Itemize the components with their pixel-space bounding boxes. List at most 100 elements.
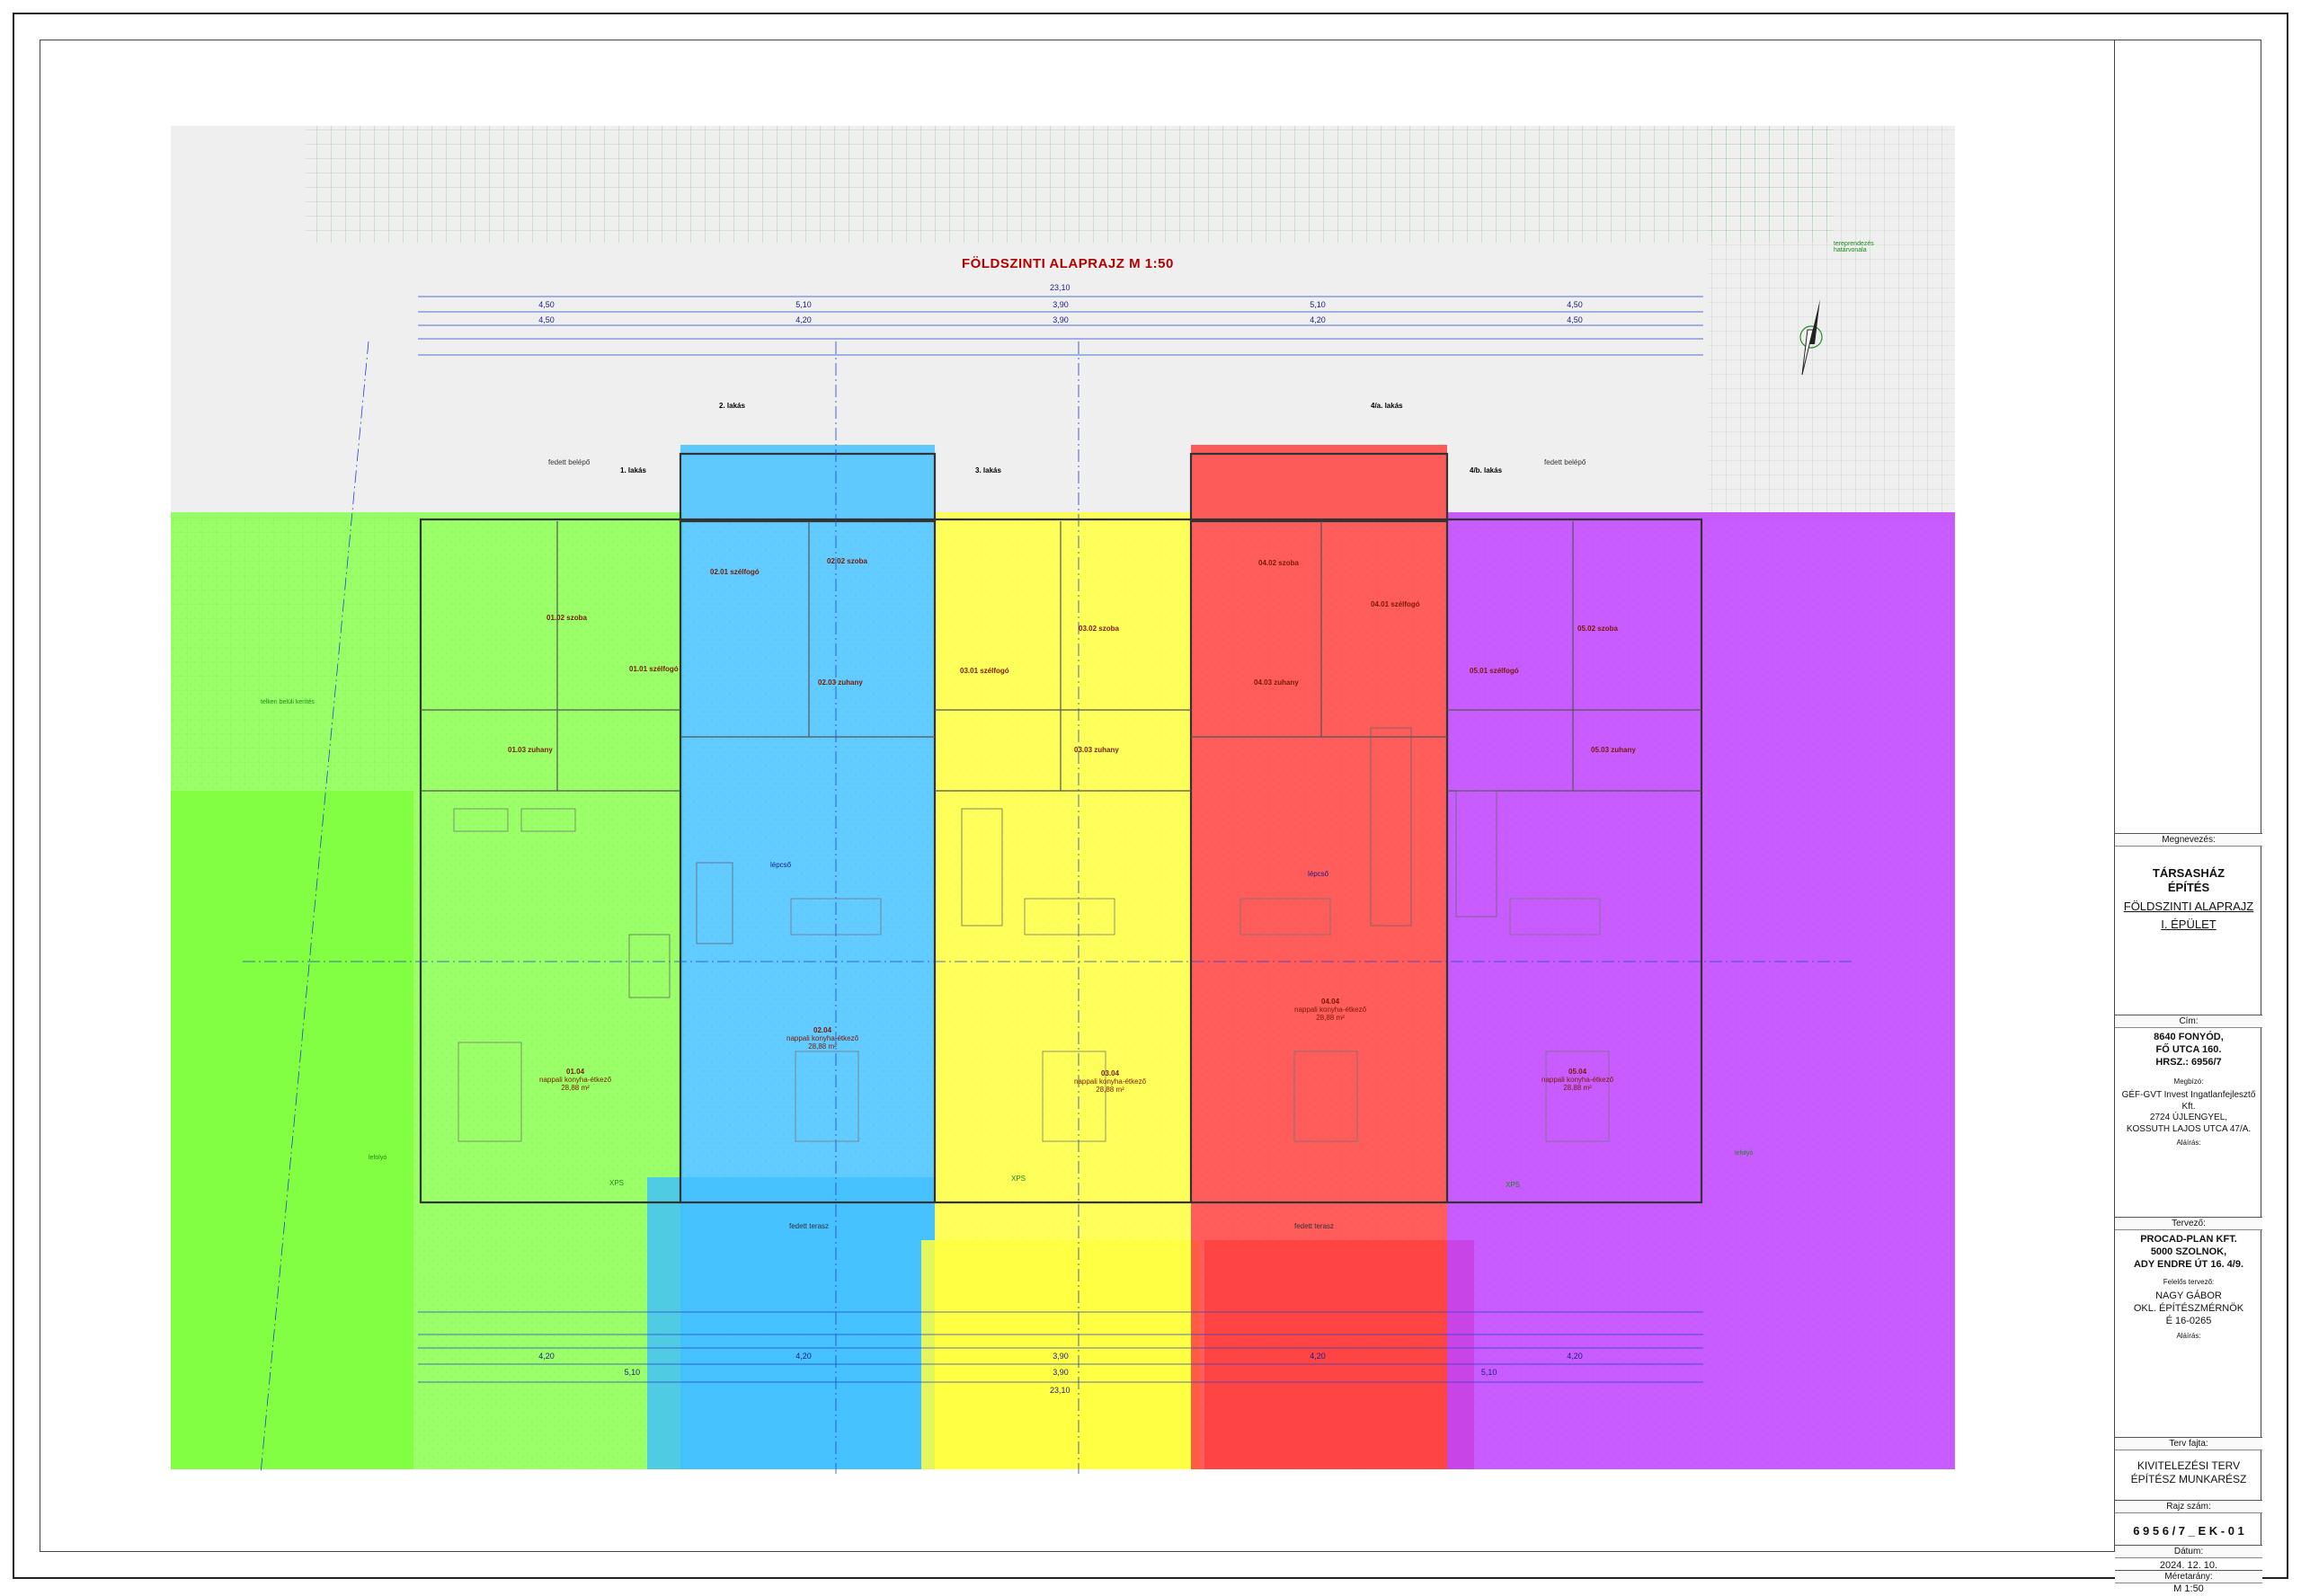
apt1-bedroom: 01.02 szoba bbox=[546, 614, 587, 622]
note-entrance-apt1: fedett belépő bbox=[548, 458, 591, 466]
apt3-bedroom: 03.02 szoba bbox=[1079, 625, 1119, 633]
dim-total-top: 23,10 bbox=[1050, 283, 1071, 292]
note-terrace-apt4a: fedett terasz bbox=[1294, 1222, 1335, 1230]
dim-bot3-3: 5,10 bbox=[1480, 1368, 1497, 1377]
tb-felelos-label: Felelős tervező: bbox=[2163, 1278, 2215, 1287]
tb-rajzszam-label: Rajz szám: bbox=[2115, 1501, 2262, 1513]
dim-bot-5: 4,20 bbox=[1567, 1352, 1583, 1361]
dim-total-bottom: 23,10 bbox=[1050, 1386, 1071, 1395]
note-xps-apt4b: XPS bbox=[1506, 1181, 1521, 1189]
drawing-frame bbox=[40, 40, 2261, 1552]
drawing-sheet-border bbox=[13, 13, 2288, 1579]
apt3-living-area: 28,88 m² bbox=[1096, 1086, 1124, 1094]
tb-meretarany-value: M 1:50 bbox=[2173, 1583, 2204, 1594]
tb-rajzszam: Rajz szám: 6 9 5 6 / 7 _ E K - 0 1 bbox=[2115, 1500, 2262, 1545]
apt1-label: 1. lakás bbox=[620, 466, 646, 474]
apt4b-living-area: 28,88 m² bbox=[1563, 1084, 1592, 1092]
stairs-symbols bbox=[628, 727, 1497, 998]
apt3-hall: 03.01 szélfogó bbox=[960, 667, 1009, 675]
note-xps-apt1: XPS bbox=[609, 1179, 625, 1187]
note-xps-apt3: XPS bbox=[1011, 1175, 1026, 1183]
tb-cim-line2: FŐ UTCA 160. bbox=[2155, 1043, 2222, 1055]
apt2-zone-terrace bbox=[647, 1177, 935, 1469]
apt2-living-label: 02.04 nappali konyha-étkező 28,88 m² bbox=[786, 1026, 858, 1051]
tb-name-line2: ÉPÍTÉS bbox=[2167, 881, 2210, 895]
apt4a-living-area: 28,88 m² bbox=[1316, 1014, 1345, 1022]
dimension-lines-top bbox=[418, 296, 1703, 356]
plan-title: FÖLDSZINTI ALAPRAJZ M 1:50 bbox=[962, 256, 1174, 271]
building-walls bbox=[419, 452, 1703, 1204]
tb-alairas1: Aláírás: bbox=[2176, 1139, 2201, 1148]
dim-top-row1: 4,50 5,10 3,90 5,10 4,50 bbox=[418, 300, 1703, 309]
dim-top-3: 3,90 bbox=[1053, 300, 1069, 309]
dim-top2-2: 4,20 bbox=[795, 315, 812, 324]
note-drain-left: lefolyó bbox=[369, 1155, 387, 1161]
right-grid-area bbox=[1708, 126, 1955, 512]
tb-megbizo-line2: 2724 ÚJLENGYEL, bbox=[2149, 1113, 2228, 1123]
note-stairs-apt2: lépcső bbox=[770, 861, 792, 869]
tb-tervfajta-line1: KIVITELEZÉSI TERV bbox=[2137, 1459, 2241, 1472]
apt1-living-code: 01.04 bbox=[566, 1068, 585, 1076]
apt4a-zone-terrace bbox=[1204, 1240, 1474, 1469]
apt4b-bath: 05.03 zuhany bbox=[1591, 746, 1636, 754]
tb-tervezo-line1: PROCAD-PLAN KFT. bbox=[2140, 1234, 2237, 1245]
tb-megbizo-label: Megbízó: bbox=[2173, 1077, 2204, 1086]
dim-top-2: 5,10 bbox=[795, 300, 812, 309]
tb-tervfajta-label: Terv fajta: bbox=[2115, 1438, 2262, 1450]
dim-top2-5: 4,50 bbox=[1567, 315, 1583, 324]
tb-tervezo-line3: ADY ENDRE ÚT 16. 4/9. bbox=[2133, 1258, 2244, 1270]
apt4a-living-code: 04.04 bbox=[1321, 998, 1340, 1006]
apt2-bedroom: 02.02 szoba bbox=[827, 557, 867, 565]
dim-bot-1: 4,20 bbox=[538, 1352, 555, 1361]
tb-megbizo-line1: GÉF-GVT Invest Ingatlanfejlesztő Kft. bbox=[2121, 1090, 2256, 1112]
apt3-zone-terrace bbox=[921, 1240, 1200, 1469]
apt1-zone-bottom bbox=[171, 791, 413, 1469]
dim-bot3-2: 3,90 bbox=[1053, 1368, 1069, 1377]
apt4b-living-code: 05.04 bbox=[1568, 1068, 1587, 1076]
tb-tervfajta: Terv fajta: KIVITELEZÉSI TERV ÉPÍTÉSZ MU… bbox=[2115, 1437, 2262, 1500]
dim-bot3-1: 5,10 bbox=[624, 1368, 641, 1377]
tb-tervfajta-line2: ÉPÍTÉSZ MUNKARÉSZ bbox=[2130, 1473, 2247, 1485]
apt1-living-area: 28,88 m² bbox=[561, 1084, 590, 1092]
tb-cim-label: Cím: bbox=[2115, 1015, 2262, 1028]
apt2-bath: 02.03 zuhany bbox=[818, 678, 863, 687]
apt1-bath: 01.03 zuhany bbox=[508, 746, 553, 754]
apt1-hall: 01.01 szélfogó bbox=[629, 665, 679, 673]
apt4a-living-name: nappali konyha-étkező bbox=[1294, 1006, 1367, 1014]
dim-bottom-row3: 5,10 3,90 5,10 bbox=[418, 1368, 1703, 1377]
dim-top2-3: 3,90 bbox=[1053, 315, 1069, 324]
apt2-living-name: nappali konyha-étkező bbox=[786, 1034, 859, 1042]
tb-datum: Dátum: 2024. 12. 10. bbox=[2115, 1545, 2262, 1571]
tb-megnevezes: Megnevezés: TÁRSASHÁZ ÉPÍTÉS FÖLDSZINTI … bbox=[2115, 833, 2262, 1015]
interior-partitions bbox=[421, 521, 1701, 792]
note-terrace-apt2: fedett terasz bbox=[789, 1222, 830, 1230]
tb-name-line1: TÁRSASHÁZ bbox=[2152, 866, 2225, 880]
apt2-living-code: 02.04 bbox=[813, 1026, 832, 1034]
note-terrain-boundary: tereprendezés határvonala bbox=[1834, 241, 1874, 253]
tb-alairas2: Aláírás: bbox=[2176, 1331, 2201, 1340]
apt2-hall: 02.01 szélfogó bbox=[710, 568, 760, 576]
north-arrow-icon bbox=[1799, 299, 1823, 376]
tb-megnevezes-label: Megnevezés: bbox=[2115, 834, 2262, 847]
dim-bottom-row2: 4,20 4,20 3,90 4,20 4,20 bbox=[418, 1352, 1703, 1361]
note-stairs-apt4a: lépcső bbox=[1308, 870, 1329, 878]
tb-name-line4: I. ÉPÜLET bbox=[2161, 917, 2217, 931]
apt3-label: 3. lakás bbox=[975, 466, 1001, 474]
dimension-lines-bottom bbox=[418, 1311, 1703, 1383]
dim-top-5: 4,50 bbox=[1567, 300, 1583, 309]
tb-name-line3: FÖLDSZINTI ALAPRAJZ bbox=[2123, 899, 2254, 913]
dim-top-4: 5,10 bbox=[1310, 300, 1326, 309]
tb-tervezo: Tervező: PROCAD-PLAN KFT. 5000 SZOLNOK, … bbox=[2115, 1217, 2262, 1437]
apt4b-label: 4/b. lakás bbox=[1470, 466, 1503, 474]
dim-bot-3: 3,90 bbox=[1053, 1352, 1069, 1361]
apt4b-living-name: nappali konyha-étkező bbox=[1541, 1076, 1614, 1084]
apt4a-bedroom: 04.02 szoba bbox=[1258, 559, 1299, 567]
apt4a-hall: 04.01 szélfogó bbox=[1371, 600, 1420, 608]
dim-top-1: 4,50 bbox=[538, 300, 555, 309]
apt2-label: 2. lakás bbox=[719, 402, 745, 410]
dim-top-row2: 4,50 4,20 3,90 4,20 4,50 bbox=[418, 315, 1703, 324]
furniture-outlines bbox=[453, 808, 1610, 1142]
apt4a-bath: 04.03 zuhany bbox=[1254, 678, 1299, 687]
tb-cim: Cím: 8640 FONYÓD, FŐ UTCA 160. HRSZ.: 69… bbox=[2115, 1015, 2262, 1217]
